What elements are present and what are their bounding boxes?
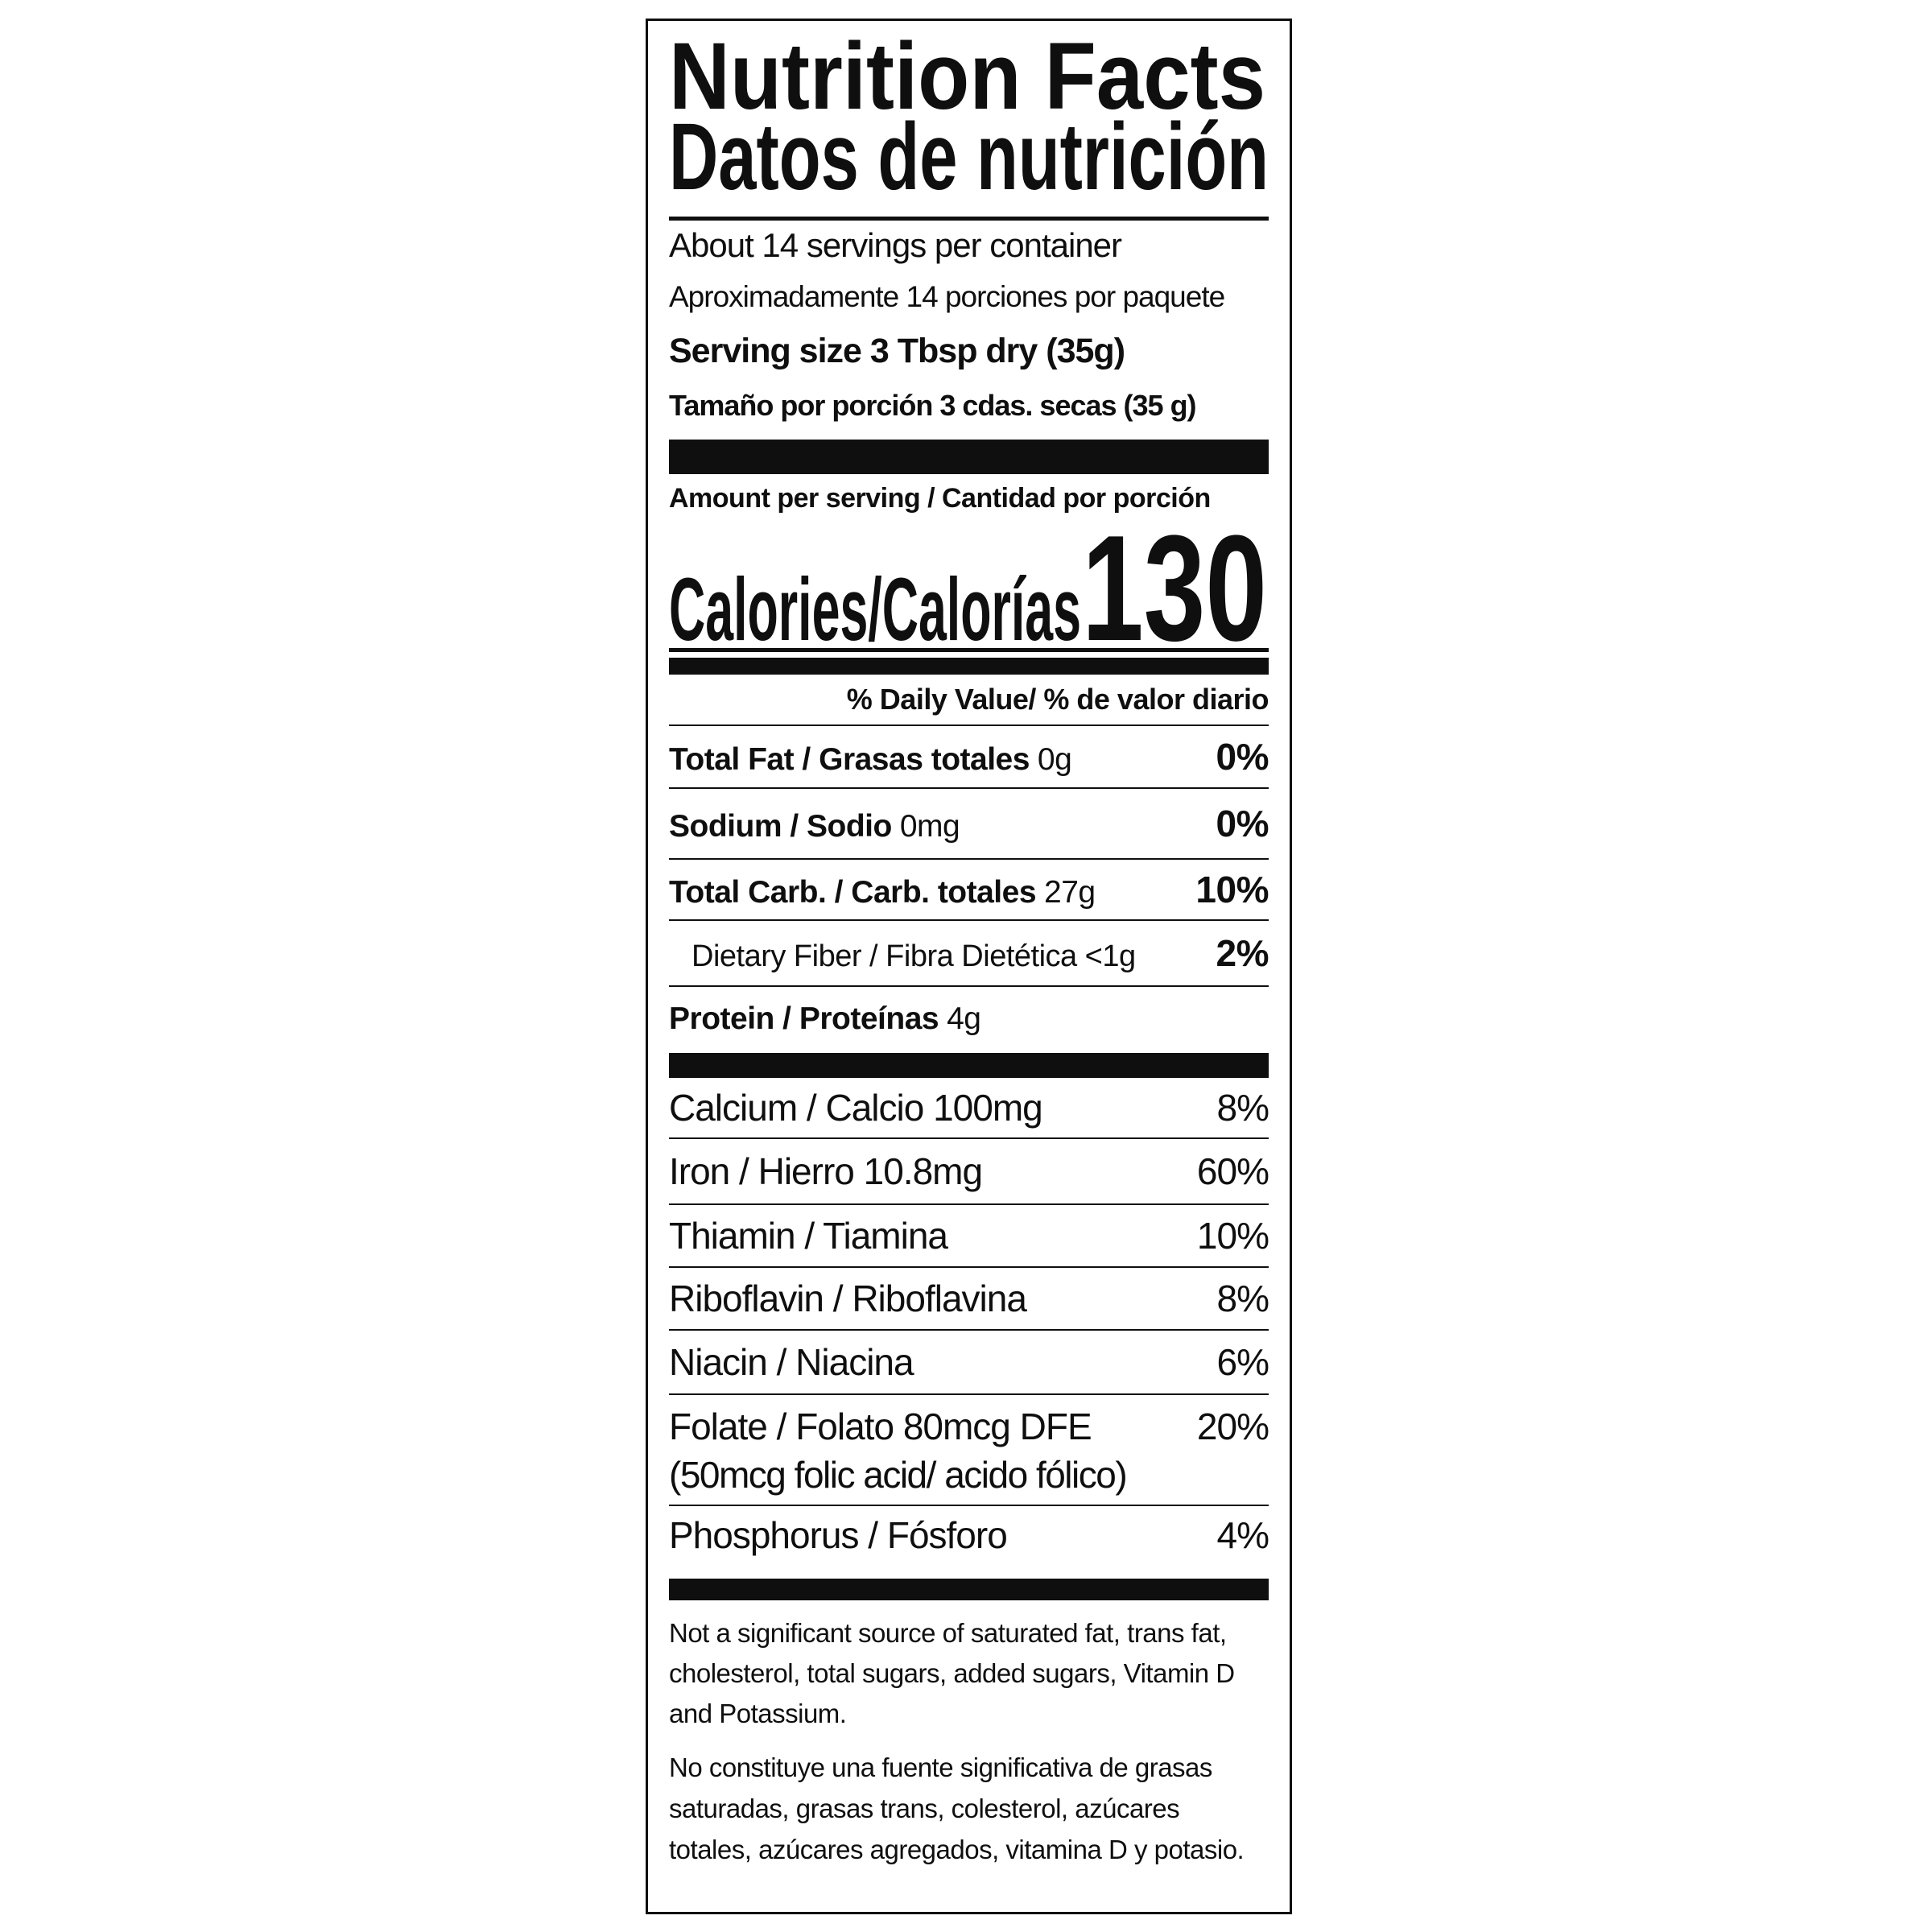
mineral-name: Thiamin / Tiamina: [669, 1215, 948, 1257]
serving-size-es: Tamaño por porción 3 cdas. secas (35 g): [669, 389, 1197, 422]
nutrient-label-wrap: Total Fat / Grasas totales 0g: [669, 729, 1072, 791]
nutrient-dv: 0%: [1216, 803, 1269, 844]
mineral-name: Iron / Hierro 10.8mg: [669, 1150, 983, 1192]
nutrient-label-wrap: Protein / Proteínas 4g: [669, 987, 981, 1051]
nutrient-dv: 0%: [1216, 736, 1269, 778]
mineral-name: Calcium / Calcio 100mg: [669, 1087, 1043, 1129]
nutrient-row-dietary-fiber: Dietary Fiber / Fibra Dietética <1g 2%: [669, 921, 1269, 987]
mineral-name: Phosphorus / Fósforo: [669, 1514, 1008, 1556]
servings-per-container-en: About 14 servings per container: [669, 226, 1122, 264]
footnote-english: Not a significant source of saturated fa…: [669, 1618, 1235, 1728]
mineral-row-thiamin: Thiamin / Tiamina 10%: [669, 1205, 1269, 1268]
nutrient-row-sodium: Sodium / Sodio 0mg 0%: [669, 789, 1269, 860]
mineral-dv: 4%: [1216, 1514, 1269, 1556]
serving-size-en: Serving size 3 Tbsp dry (35g): [669, 332, 1125, 370]
folate-main-line: Folate / Folato 80mcg DFE 20%: [669, 1403, 1269, 1450]
title-block: Nutrition Facts Datos de nutrición: [669, 23, 1269, 210]
amount-per-serving-label: Amount per serving / Cantidad por porció…: [669, 483, 1211, 514]
nutrition-facts-panel: Nutrition Facts Datos de nutrición About…: [646, 19, 1292, 1914]
calories-value: 130: [1082, 504, 1267, 672]
thick-bar-top: [669, 440, 1269, 474]
mineral-row-niacin: Niacin / Niacina 6%: [669, 1331, 1269, 1395]
mineral-row-phosphorus: Phosphorus / Fósforo 4%: [669, 1506, 1269, 1566]
mineral-dv: 60%: [1196, 1150, 1269, 1192]
mineral-row-calcium: Calcium / Calcio 100mg 8%: [669, 1078, 1269, 1139]
nutrient-amount: 4g: [947, 1001, 981, 1036]
nutrient-row-total-fat: Total Fat / Grasas totales 0g 0%: [669, 726, 1269, 789]
nutrient-name: Protein / Proteínas: [669, 1001, 939, 1036]
nutrient-amount: <1g: [1084, 939, 1136, 973]
mineral-row-riboflavin: Riboflavin / Riboflavina 8%: [669, 1268, 1269, 1331]
mineral-dv: 6%: [1216, 1341, 1269, 1383]
mineral-row-iron: Iron / Hierro 10.8mg 60%: [669, 1139, 1269, 1205]
nutrient-label-wrap: Dietary Fiber / Fibra Dietética <1g: [691, 924, 1136, 989]
separator-under-calories: [669, 648, 1269, 652]
nutrient-amount: 0g: [1037, 742, 1072, 777]
thick-bar-bottom: [669, 1579, 1269, 1600]
footnote-spanish: No constituye una fuente significativa d…: [669, 1752, 1245, 1864]
title-english: Nutrition Facts: [669, 23, 1265, 130]
nutrient-label-wrap: Sodium / Sodio 0mg: [669, 792, 960, 861]
mineral-name: Niacin / Niacina: [669, 1341, 914, 1383]
nutrient-name: Dietary Fiber / Fibra Dietética: [691, 939, 1077, 973]
thick-bar-middle: [669, 1053, 1269, 1078]
folate-note: (50mcg folic acid/ acido fólico): [669, 1454, 1128, 1496]
nutrient-amount: 0mg: [899, 809, 960, 844]
mineral-name: Riboflavin / Riboflavina: [669, 1278, 1027, 1319]
nutrient-label-wrap: Total Carb. / Carb. totales 27g: [669, 863, 1096, 923]
mineral-dv: 8%: [1216, 1278, 1269, 1319]
nutrient-name: Total Fat / Grasas totales: [669, 742, 1030, 777]
nutrient-dv: 2%: [1216, 932, 1269, 974]
mineral-dv: 10%: [1196, 1215, 1269, 1257]
calories-label: Calories/Calorías: [669, 560, 1081, 659]
servings-per-container-es: Aproximadamente 14 porciones por paquete: [669, 280, 1225, 313]
nutrient-amount: 27g: [1044, 875, 1096, 910]
mineral-name: Folate / Folato 80mcg DFE: [669, 1406, 1092, 1447]
serving-info-section: About 14 servings per container Aproxima…: [669, 221, 1269, 433]
calories-row: Calories/Calorías 130: [669, 504, 1269, 672]
nutrient-name: Sodium / Sodio: [669, 809, 892, 844]
mineral-dv: 8%: [1216, 1087, 1269, 1129]
thick-bar-calories: [669, 658, 1269, 675]
calories-word-svg: Calories/Calorías: [669, 560, 1081, 659]
mineral-dv: 20%: [1196, 1406, 1269, 1447]
separator-hairline-1: [669, 724, 1269, 726]
nutrient-row-protein: Protein / Proteínas 4g: [669, 987, 1269, 1053]
mineral-row-folate: Folate / Folato 80mcg DFE 20% (50mcg fol…: [669, 1395, 1269, 1506]
nutrient-dv: 10%: [1195, 869, 1269, 910]
calories-value-svg: 130: [1082, 504, 1267, 672]
nutrient-row-total-carb: Total Carb. / Carb. totales 27g 10%: [669, 860, 1269, 921]
daily-value-header: % Daily Value/ % de valor diario: [846, 683, 1269, 716]
separator-medium: [669, 217, 1269, 221]
title-spanish: Datos de nutrición: [669, 104, 1269, 210]
nutrient-name: Total Carb. / Carb. totales: [669, 875, 1037, 910]
